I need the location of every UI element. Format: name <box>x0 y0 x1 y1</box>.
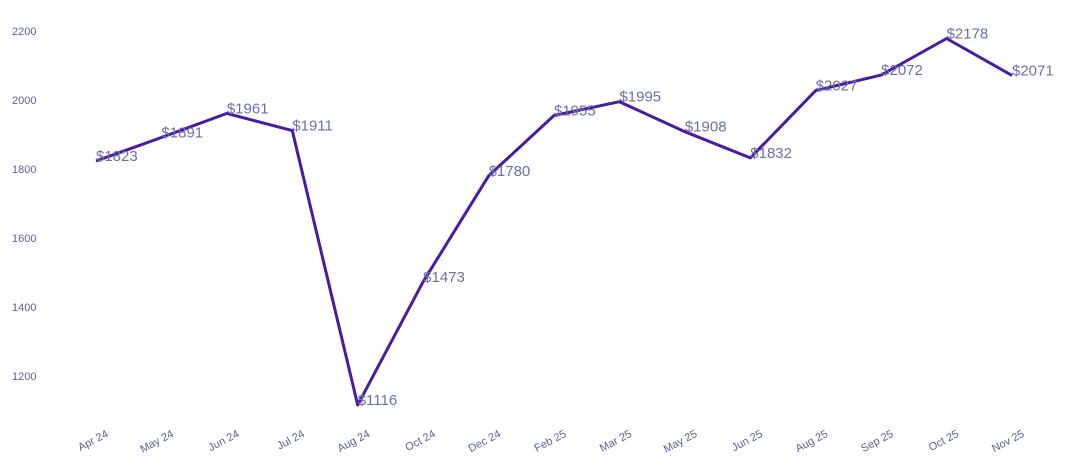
x-tick-label: Jun 24 <box>206 428 241 454</box>
data-label: $1908 <box>685 119 727 136</box>
x-tick-label: Oct 24 <box>403 428 437 454</box>
series-line <box>95 37 1013 407</box>
x-tick-label: Nov 25 <box>990 428 1026 455</box>
x-tick-label: Sep 25 <box>859 428 895 455</box>
x-tick-label: Jul 24 <box>275 428 307 452</box>
data-label: $2027 <box>816 78 858 95</box>
data-label: $1911 <box>292 118 333 135</box>
x-tick-label: May 24 <box>138 428 175 456</box>
data-label: $1995 <box>619 89 661 106</box>
data-label: $1780 <box>489 163 531 180</box>
data-label: $1832 <box>750 145 792 162</box>
x-tick-label: Mar 25 <box>598 428 634 455</box>
y-tick-label: 2000 <box>12 95 36 107</box>
data-label: $1823 <box>96 148 138 165</box>
data-label: $1955 <box>554 102 596 119</box>
data-labels: $1823 $1891 $1961 $1911 $1116 $1473 $1780 $1955… <box>96 25 1054 409</box>
y-tick-label: 1800 <box>12 164 36 176</box>
data-label: $1116 <box>358 392 398 409</box>
x-tick-label: Aug 25 <box>794 428 830 455</box>
data-label: $1473 <box>423 269 465 286</box>
data-label: $1891 <box>161 125 203 142</box>
x-tick-label: Oct 25 <box>927 428 961 454</box>
y-tick-label: 1200 <box>12 371 36 383</box>
y-tick-label: 1600 <box>12 233 36 245</box>
x-axis: Apr 24 May 24 Jun 24 Jul 24 Aug 24 Oct 24 Dec … <box>76 428 1026 456</box>
x-tick-label: Feb 25 <box>533 428 569 455</box>
y-axis: 1200 1400 1600 1800 2000 2200 <box>12 26 36 383</box>
x-tick-label: May 25 <box>662 428 699 456</box>
y-tick-label: 1400 <box>12 302 36 314</box>
data-label: $1961 <box>227 100 269 117</box>
data-label: $2071 <box>1012 62 1054 79</box>
x-tick-label: Aug 24 <box>336 428 372 455</box>
data-label: $2072 <box>881 62 923 79</box>
x-tick-label: Jun 25 <box>730 428 765 454</box>
x-tick-label: Dec 24 <box>467 428 503 455</box>
y-tick-label: 2200 <box>12 26 36 38</box>
data-label: $2178 <box>947 25 989 42</box>
x-tick-label: Apr 24 <box>76 428 110 454</box>
